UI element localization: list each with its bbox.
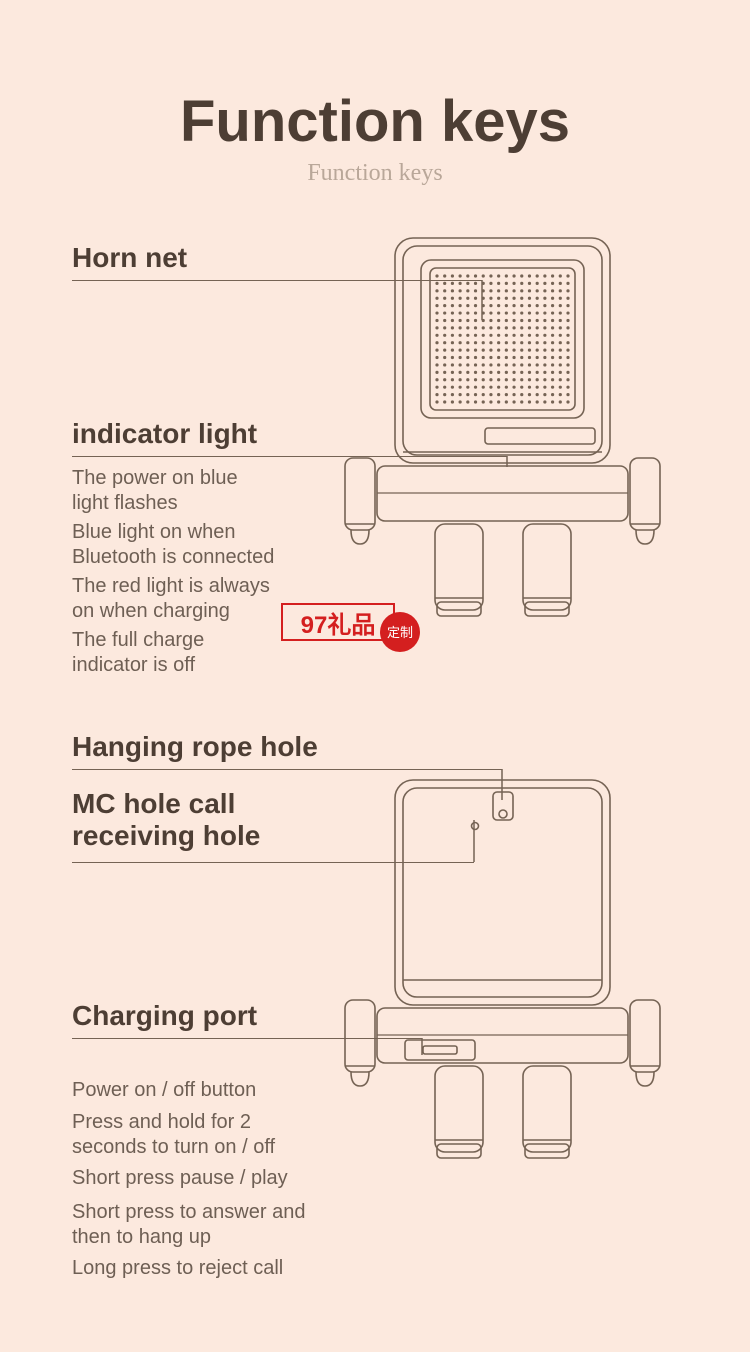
desc-charging-1: Power on / off button [72,1078,256,1103]
watermark-seal: 定制 [381,613,419,651]
robot-front-diagram [335,228,670,628]
heading-indicator-light: indicator light [72,418,257,450]
heading-hanging-rope: Hanging rope hole [72,731,318,763]
desc-charging-2: Press and hold for 2seconds to turn on /… [72,1110,275,1160]
heading-horn-net: Horn net [72,242,187,274]
heading-charging-port: Charging port [72,1000,257,1032]
page-subtitle: Function keys [0,160,750,187]
watermark-text: 97礼品 [281,603,395,641]
desc-indicator-1: The power on bluelight flashes [72,466,238,516]
page-title: Function keys [0,88,750,155]
desc-indicator-4: The full chargeindicator is off [72,628,204,678]
desc-charging-4: Short press to answer andthen to hang up [72,1200,305,1250]
desc-charging-5: Long press to reject call [72,1256,283,1281]
robot-back-diagram [335,770,670,1170]
heading-mc-hole: MC hole callreceiving hole [72,788,260,852]
watermark: 97礼品 定制 [281,603,411,653]
desc-charging-3: Short press pause / play [72,1166,288,1191]
desc-indicator-3: The red light is alwayson when charging [72,574,270,624]
desc-indicator-2: Blue light on whenBluetooth is connected [72,520,274,570]
